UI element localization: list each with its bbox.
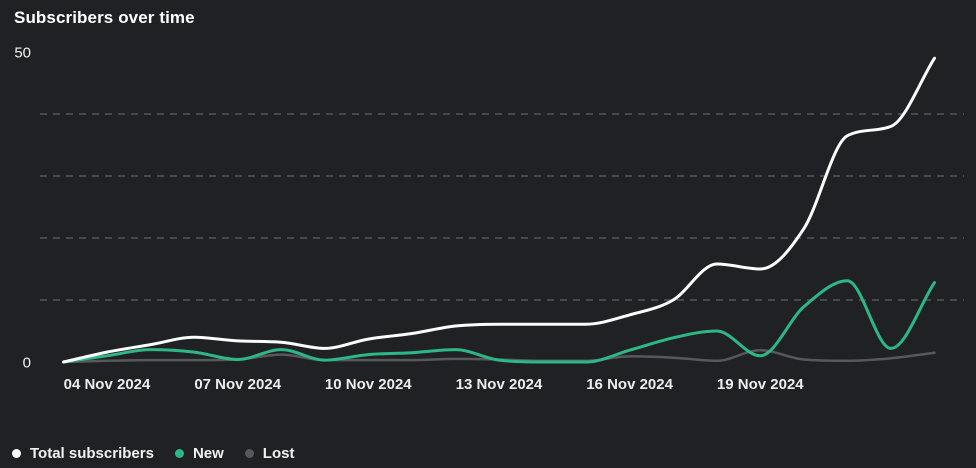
legend-label: Total subscribers [30,444,154,462]
x-axis-label: 10 Nov 2024 [325,376,412,393]
legend-item-total-subscribers[interactable]: Total subscribers [12,445,154,462]
y-axis-label: 0 [23,355,31,372]
legend-label: New [192,444,224,462]
x-axis-label: 19 Nov 2024 [717,376,804,393]
legend-dot-lost [244,448,254,458]
x-axis: 04 Nov 2024 07 Nov 2024 10 Nov 2024 13 Nov … [64,376,805,393]
legend-dot-new [174,448,184,458]
x-axis-label: 04 Nov 2024 [64,376,151,393]
line-chart: 50 0 04 Nov 2024 07 Nov 2024 10 Nov 2024 13 … [14,45,964,393]
chart-title: Subscribers over time [14,8,195,27]
x-axis-label: 07 Nov 2024 [194,376,281,393]
x-axis-label: 13 Nov 2024 [456,376,543,393]
legend-dot-total-subscribers [12,448,21,458]
legend-label: Lost [262,444,295,462]
series-line-new [62,279,936,364]
y-axis-label: 50 [14,45,31,62]
series-line-total-subscribers [62,56,936,364]
legend-item-new[interactable]: New [174,444,224,462]
legend-item-lost[interactable]: Lost [244,444,295,462]
gridlines [40,113,964,301]
y-axis: 50 0 [14,45,31,372]
x-axis-label: 16 Nov 2024 [586,376,673,393]
series-lines [62,56,936,364]
chart-legend: Total subscribers New Lost [12,443,294,463]
